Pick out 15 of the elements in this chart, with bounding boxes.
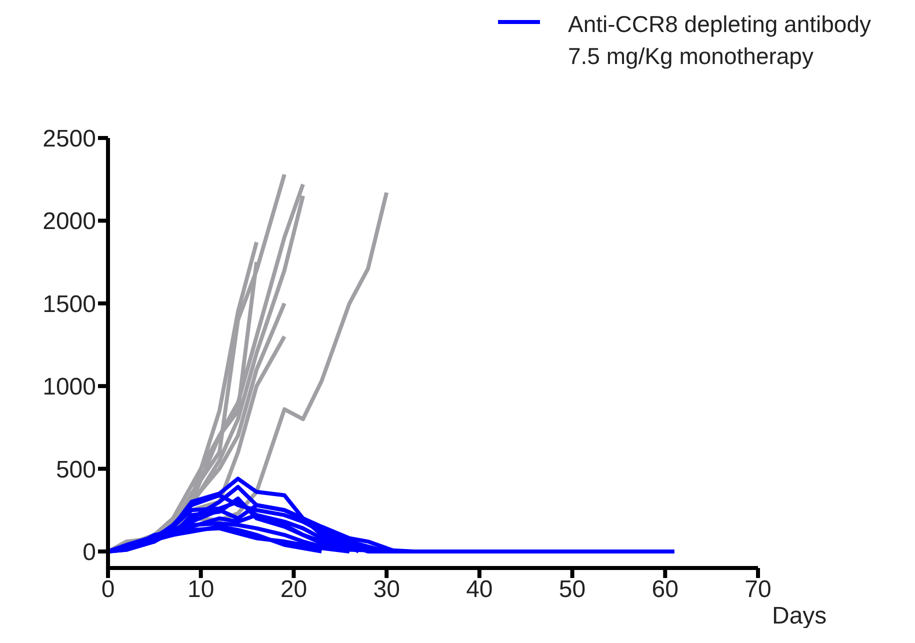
x-tick-label: 30	[373, 576, 400, 604]
y-tick-label: 1500	[42, 290, 96, 318]
y-tick-label: 2000	[42, 208, 96, 236]
legend-label: Anti-CCR8 depleting antibody 7.5 mg/Kg monotherapy	[568, 10, 872, 71]
x-tick-label: 40	[466, 576, 493, 604]
x-tick-label: 70	[744, 576, 772, 604]
y-tick-label: 0	[82, 538, 96, 566]
x-tick-label: 0	[101, 576, 115, 604]
y-tick-label: 500	[56, 456, 96, 484]
y-tick-label: 1000	[42, 374, 96, 401]
x-tick-label: 50	[558, 576, 586, 604]
y-tick-label: 2500	[42, 126, 96, 153]
x-tick-label: 20	[280, 576, 308, 604]
x-tick-label: 60	[652, 576, 678, 604]
x-tick-label: 10	[188, 576, 214, 604]
